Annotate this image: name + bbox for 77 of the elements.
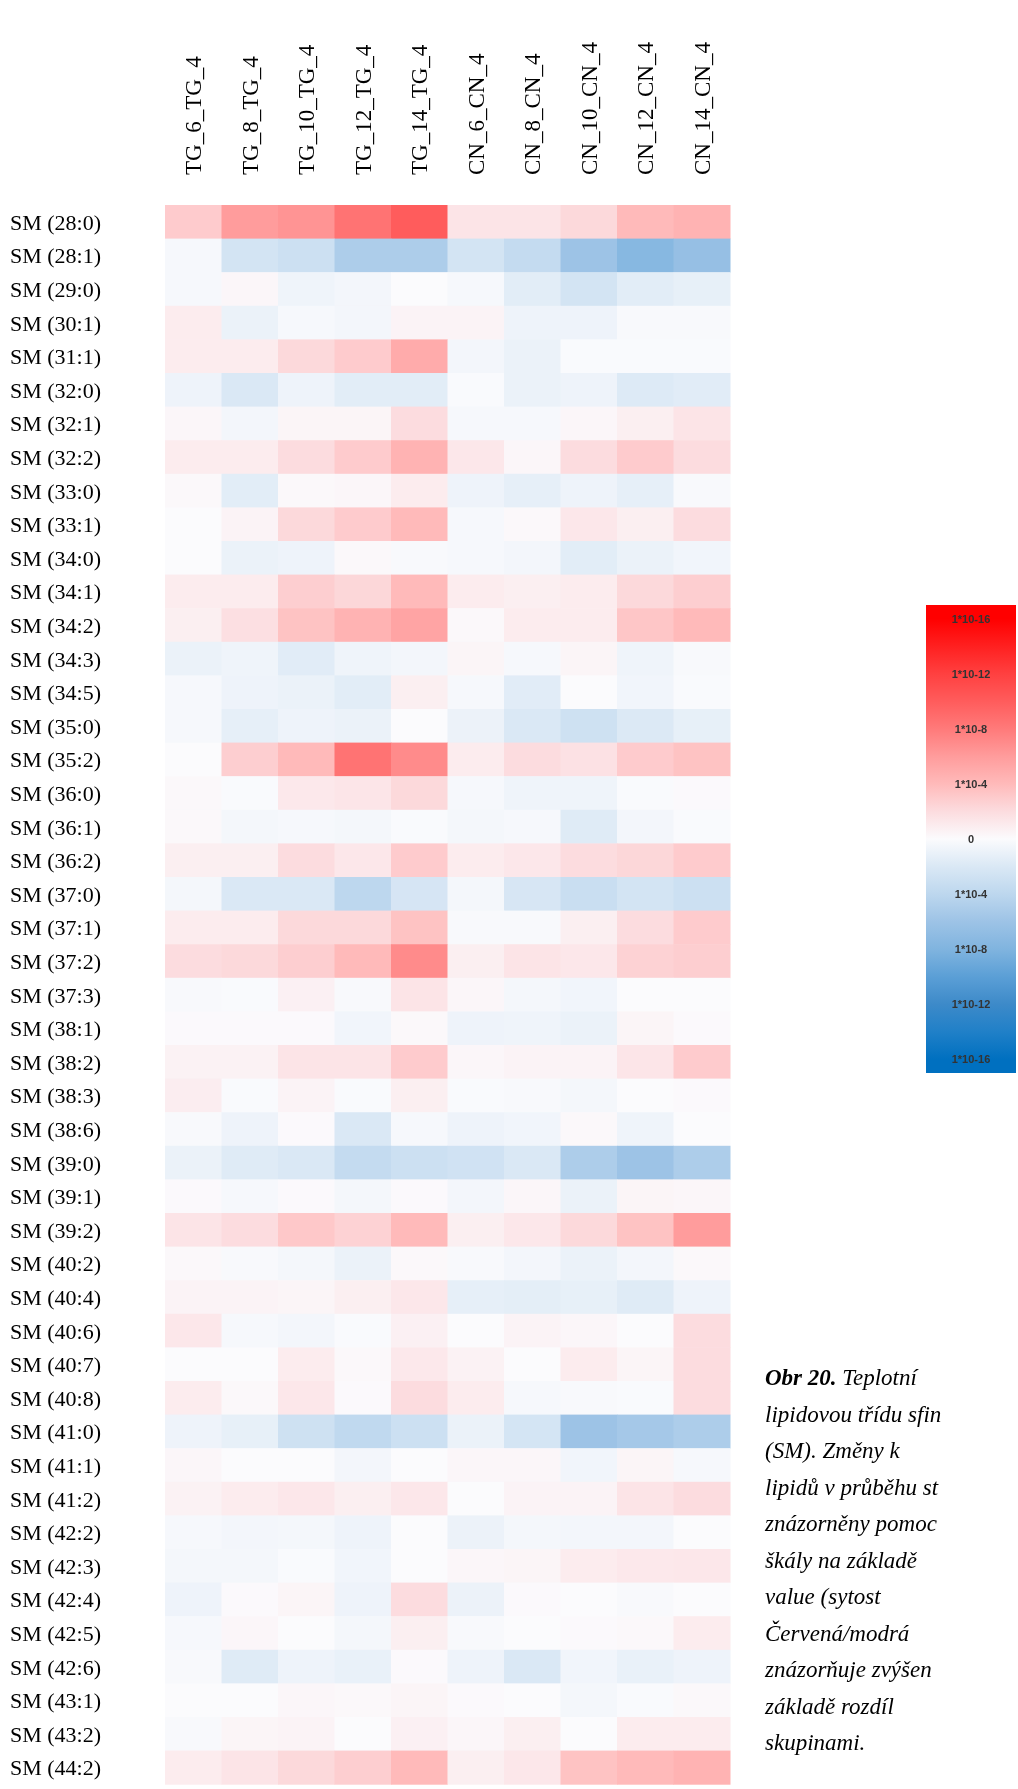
y-tick-label: SM (40:8) <box>10 1385 102 1411</box>
y-tick-label: SM (32:2) <box>10 445 102 470</box>
y-tick-label: SM (40:4) <box>10 1285 102 1310</box>
y-tick-label: SM (36:1) <box>10 814 102 840</box>
x-tick-label: TG_14_TG_4 <box>407 44 433 175</box>
y-tick-label: SM (42:6) <box>10 1654 102 1680</box>
text: Obr 20. Teplotní <box>765 1365 920 1390</box>
y-tick-label: SM (40:7) <box>10 1352 102 1378</box>
y-tick-label: SM (31:1) <box>10 344 102 370</box>
text: znázorněny pomoc <box>764 1511 937 1536</box>
y-tick-label: SM (33:1) <box>10 512 102 538</box>
y-tick-label: SM (32:0) <box>10 377 102 403</box>
y-tick-label: SM (42:4) <box>10 1587 102 1613</box>
y-tick-label: SM (34:5) <box>10 680 102 706</box>
y-tick-label: SM (43:2) <box>10 1721 102 1747</box>
y-tick-label: SM (36:0) <box>10 781 102 806</box>
x-tick-label: CN_8_CN_4 <box>520 53 546 175</box>
x-tick-label: TG_6_TG_4 <box>181 55 207 175</box>
y-tick-label: SM (41:0) <box>10 1419 102 1445</box>
y-tick-label: SM (38:2) <box>10 1049 102 1075</box>
y-tick-label: SM (37:0) <box>10 881 102 907</box>
x-tick-label: CN_10_CN_4 <box>576 41 602 175</box>
text: value (sytost <box>765 1584 882 1609</box>
text: znázorňuje zvýšen <box>764 1657 932 1682</box>
x-tick-label: CN_12_CN_4 <box>633 41 659 175</box>
y-tick-label: SM (35:0) <box>10 713 102 739</box>
y-tick-label: SM (28:1) <box>10 243 102 269</box>
text: Červená/modrá <box>765 1619 910 1646</box>
text: (SM). Změny k <box>765 1438 901 1463</box>
y-tick-label: SM (41:1) <box>10 1453 102 1478</box>
text: skupinami. <box>765 1730 866 1755</box>
y-tick-label: SM (38:3) <box>10 1083 102 1109</box>
color-bar-label: 1*10-8 <box>954 722 988 735</box>
y-tick-label: SM (37:2) <box>10 949 102 974</box>
y-tick-label: SM (37:3) <box>10 982 102 1008</box>
y-tick-label: SM (42:2) <box>10 1520 102 1546</box>
y-tick-label: SM (43:1) <box>10 1688 102 1714</box>
y-tick-label: SM (38:1) <box>10 1016 102 1042</box>
x-tick-label: TG_12_TG_4 <box>350 44 376 175</box>
text: základě rozdíl <box>764 1693 894 1719</box>
color-bar-label: 1*10-4 <box>954 777 989 790</box>
color-bar-label: 1*10-8 <box>954 943 988 956</box>
y-tick-label: SM (33:0) <box>10 478 102 504</box>
x-tick-label: CN_6_CN_4 <box>463 53 489 175</box>
y-tick-label: SM (44:2) <box>10 1755 102 1781</box>
color-bar-label: 1*10-12 <box>951 998 991 1011</box>
y-tick-label: SM (35:2) <box>10 747 102 773</box>
color-bar-label: 1*10-16 <box>951 612 991 625</box>
y-tick-label: SM (42:5) <box>10 1621 102 1646</box>
color-bar-label: 0 <box>967 833 975 845</box>
text: škály na základě <box>765 1547 918 1573</box>
text: lipidů v průběhu st <box>765 1474 939 1500</box>
y-tick-label: SM (34:2) <box>10 613 102 638</box>
y-tick-label: SM (30:1) <box>10 310 102 336</box>
y-tick-label: SM (39:2) <box>10 1217 102 1243</box>
y-tick-label: SM (32:1) <box>10 411 102 437</box>
y-tick-label: SM (34:0) <box>10 545 102 571</box>
x-tick-label: TG_8_TG_4 <box>237 55 263 175</box>
y-tick-label: SM (37:1) <box>10 915 102 941</box>
color-bar-label: 1*10-12 <box>951 667 991 680</box>
x-tick-label: TG_10_TG_4 <box>294 44 320 175</box>
y-tick-label: SM (28:0) <box>10 209 102 235</box>
color-bar-label: 1*10-4 <box>954 888 989 901</box>
y-tick-label: SM (39:0) <box>10 1150 102 1176</box>
y-tick-label: SM (42:3) <box>10 1553 102 1579</box>
y-tick-label: SM (34:1) <box>10 579 102 605</box>
y-tick-label: SM (34:3) <box>10 646 102 672</box>
y-tick-label: SM (40:6) <box>10 1318 102 1344</box>
y-tick-label: SM (36:2) <box>10 848 102 874</box>
y-tick-label: SM (38:6) <box>10 1117 102 1142</box>
y-tick-label: SM (39:1) <box>10 1184 102 1210</box>
text: lipidovou třídu sfin <box>765 1401 942 1427</box>
y-tick-label: SM (41:2) <box>10 1486 102 1512</box>
y-tick-label: SM (29:0) <box>10 277 102 302</box>
color-bar-label: 1*10-16 <box>951 1053 991 1066</box>
x-tick-label: CN_14_CN_4 <box>689 41 715 175</box>
y-tick-label: SM (40:2) <box>10 1251 102 1277</box>
